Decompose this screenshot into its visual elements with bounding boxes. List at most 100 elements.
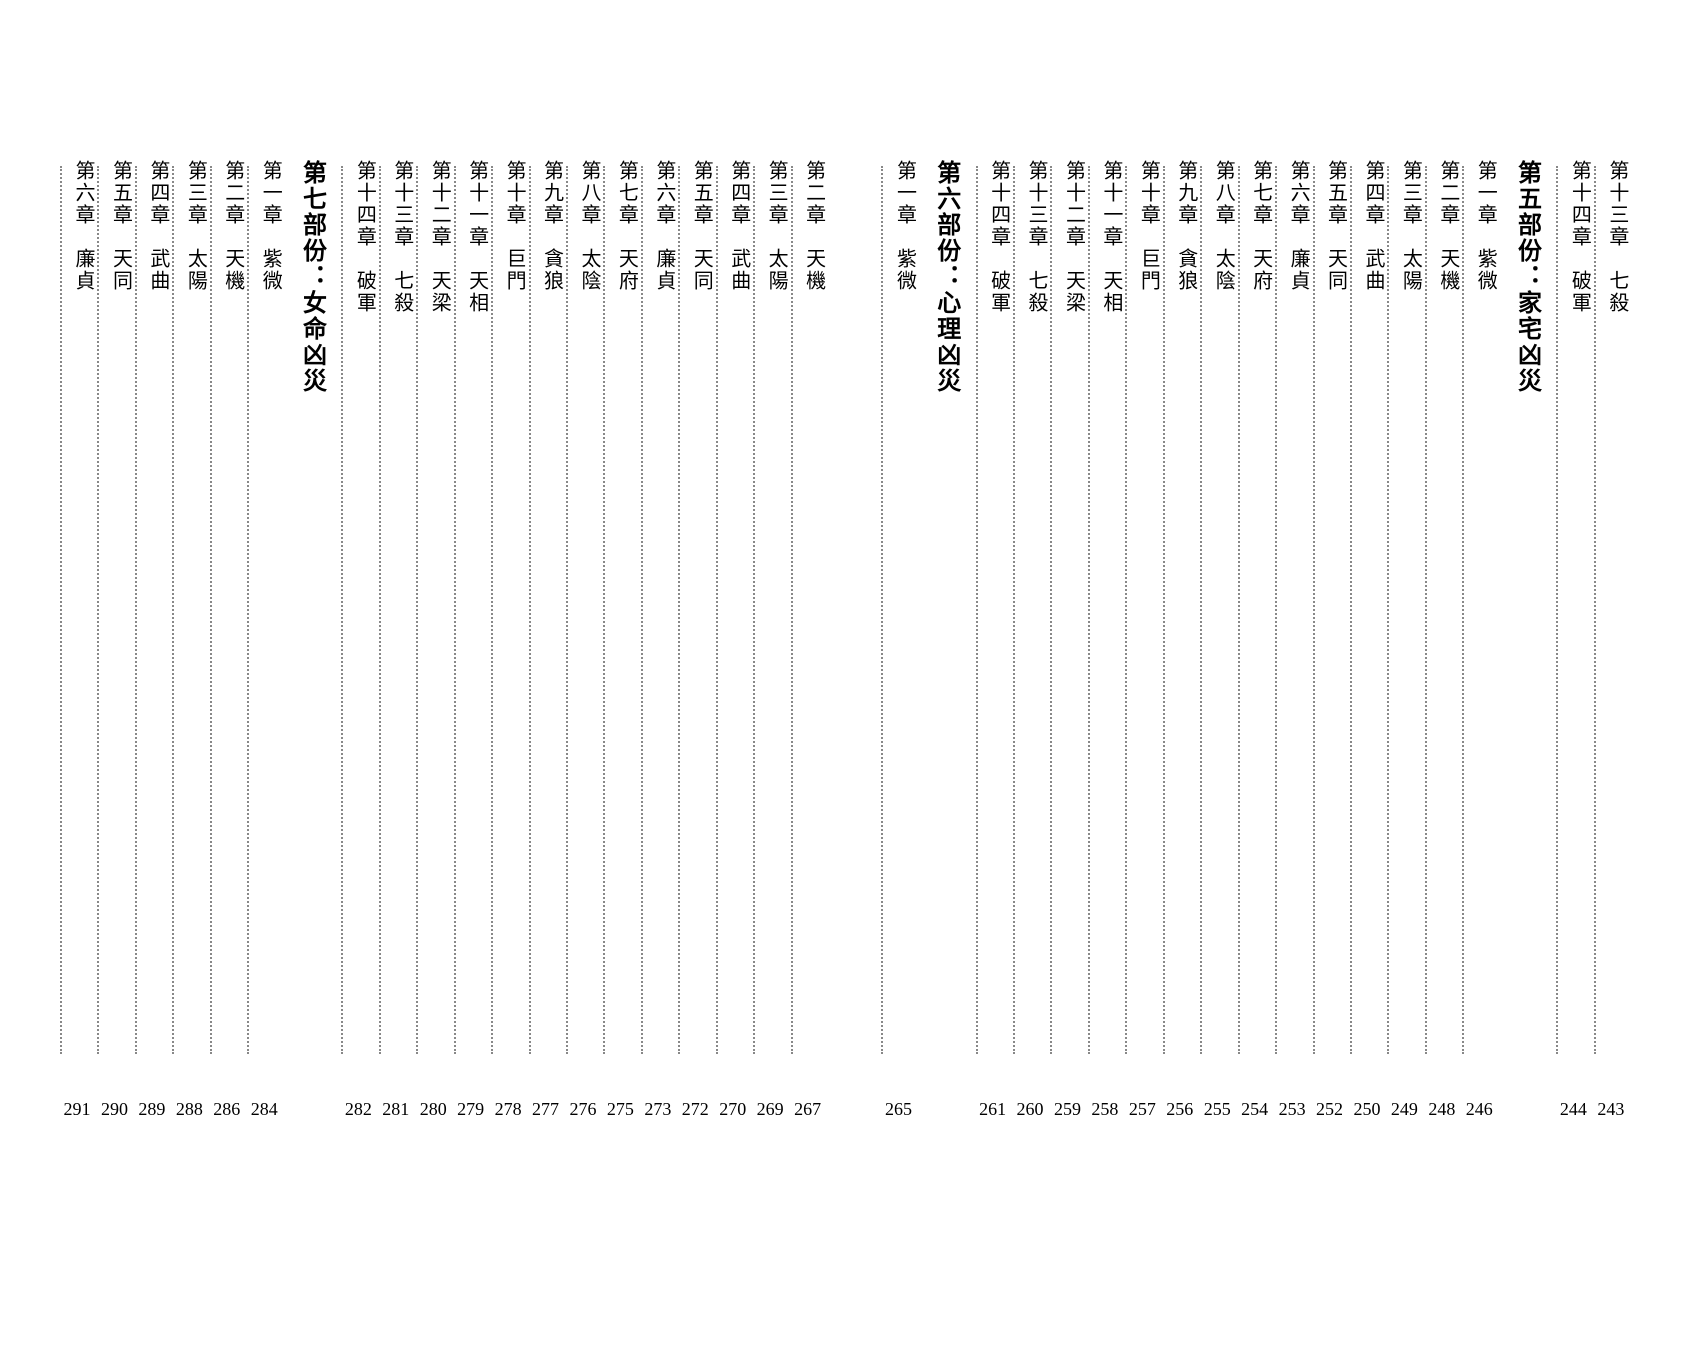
page-number: 275 — [607, 1100, 634, 1120]
gap — [1500, 160, 1510, 1293]
chapter-label: 第十三章 — [391, 160, 413, 248]
leader-dots — [1594, 166, 1596, 1054]
leader-dots — [1275, 166, 1277, 1054]
entry-text: 第十三章 七殺 — [1025, 160, 1047, 1060]
chapter-label: 第六章 — [1287, 160, 1309, 226]
entry: 第四章 武曲270 — [716, 160, 750, 1060]
leader-dots — [566, 166, 568, 1054]
chapter-label: 第四章 — [728, 160, 750, 226]
chapter-entry: 第四章 武曲250 — [1350, 160, 1384, 1060]
entry: 第五部份：家宅凶災 — [1513, 160, 1539, 1060]
leader-dots — [60, 166, 62, 1054]
leader-dots — [379, 166, 381, 1054]
leader-dots — [1050, 166, 1052, 1054]
entry-text: 第六部份：心理凶災 — [932, 160, 958, 1060]
entry: 第七章 天府275 — [603, 160, 637, 1060]
entry: 第五章 天同290 — [97, 160, 131, 1060]
chapter-name: 巨門 — [1137, 248, 1159, 292]
chapter-label: 第二章 — [803, 160, 825, 226]
entry: 第六部份：心理凶災 — [932, 160, 958, 1060]
chapter-entry: 第二章 天機248 — [1425, 160, 1459, 1060]
chapter-label: 第十四章 — [1568, 160, 1590, 248]
entry: 第六章 廉貞253 — [1275, 160, 1309, 1060]
chapter-label: 第六章 — [653, 160, 675, 226]
section-title: 第六部份：心理凶災 — [932, 160, 958, 1060]
leader-dots — [341, 166, 343, 1054]
chapter-entry: 第三章 太陽269 — [753, 160, 787, 1060]
chapter-label: 第三章 — [1399, 160, 1421, 226]
entry-text: 第六章 廉貞 — [1287, 160, 1309, 1060]
chapter-label: 第十一章 — [466, 160, 488, 248]
chapter-label: 第十二章 — [428, 160, 450, 248]
entry-text: 第十一章 天相 — [466, 160, 488, 1060]
chapter-name: 七殺 — [1025, 270, 1047, 314]
chapter-entry: 第六章 廉貞253 — [1275, 160, 1309, 1060]
entry: 第三章 太陽288 — [172, 160, 206, 1060]
chapter-name: 天梁 — [1062, 270, 1084, 314]
entry: 第十二章 天梁259 — [1050, 160, 1084, 1060]
page-number: 259 — [1054, 1100, 1081, 1120]
leader-dots — [1556, 166, 1558, 1054]
entry-text: 第十章 巨門 — [503, 160, 525, 1060]
chapter-name: 太陰 — [578, 248, 600, 292]
entry-text: 第八章 太陰 — [578, 160, 600, 1060]
entry: 第十章 巨門278 — [491, 160, 525, 1060]
chapter-name: 破軍 — [988, 270, 1010, 314]
chapter-entry: 第十四章 破軍261 — [976, 160, 1010, 1060]
entry: 第十章 巨門257 — [1125, 160, 1159, 1060]
leader-dots — [603, 166, 605, 1054]
chapter-name: 七殺 — [391, 270, 413, 314]
chapter-name: 天相 — [1100, 270, 1122, 314]
chapter-name: 武曲 — [147, 248, 169, 292]
entry-text: 第十四章 破軍 — [353, 160, 375, 1060]
entry-text: 第二章 天機 — [222, 160, 244, 1060]
entry-text: 第十一章 天相 — [1100, 160, 1122, 1060]
entry: 第七章 天府254 — [1238, 160, 1272, 1060]
page-number: 282 — [345, 1100, 372, 1120]
chapter-entry: 第三章 太陽288 — [172, 160, 206, 1060]
chapter-name: 七殺 — [1606, 270, 1628, 314]
entry: 第三章 太陽269 — [753, 160, 787, 1060]
chapter-name: 破軍 — [353, 270, 375, 314]
chapter-label: 第十二章 — [1062, 160, 1084, 248]
chapter-entry: 第七章 天府254 — [1238, 160, 1272, 1060]
leader-dots — [97, 166, 99, 1054]
page-number: 255 — [1204, 1100, 1231, 1120]
chapter-name: 天同 — [690, 248, 712, 292]
entry-text: 第十四章 破軍 — [1568, 160, 1590, 1060]
chapter-entry: 第四章 武曲270 — [716, 160, 750, 1060]
chapter-name: 天同 — [1325, 248, 1347, 292]
chapter-name: 天梁 — [428, 270, 450, 314]
entry: 第十三章 七殺260 — [1013, 160, 1047, 1060]
chapter-entry: 第十章 巨門278 — [491, 160, 525, 1060]
chapter-label: 第五章 — [1325, 160, 1347, 226]
chapter-entry: 第十三章 七殺281 — [379, 160, 413, 1060]
leader-dots — [454, 166, 456, 1054]
entry-text: 第三章 太陽 — [1399, 160, 1421, 1060]
chapter-label: 第二章 — [1437, 160, 1459, 226]
entry-text: 第二章 天機 — [803, 160, 825, 1060]
chapter-entry: 第一章 紫微265 — [881, 160, 915, 1060]
chapter-label: 第七章 — [1250, 160, 1272, 226]
leader-dots — [1425, 166, 1427, 1054]
entry-text: 第十三章 七殺 — [391, 160, 413, 1060]
page-number: 265 — [885, 1100, 912, 1120]
leader-dots — [1088, 166, 1090, 1054]
entry-text: 第十四章 破軍 — [988, 160, 1010, 1060]
chapter-name: 天機 — [222, 248, 244, 292]
page-number: 291 — [64, 1100, 91, 1120]
chapter-label: 第二章 — [222, 160, 244, 226]
entry-text: 第一章 紫微 — [1474, 160, 1496, 1060]
chapter-label: 第一章 — [1474, 160, 1496, 226]
chapter-name: 紫微 — [259, 248, 281, 292]
page-number: 277 — [532, 1100, 559, 1120]
chapter-name: 巨門 — [503, 248, 525, 292]
chapter-entry: 第六章 廉貞273 — [641, 160, 675, 1060]
chapter-name: 第六部份：心理凶災 — [932, 160, 958, 394]
entry-text: 第四章 武曲 — [147, 160, 169, 1060]
chapter-entry: 第六章 廉貞291 — [60, 160, 94, 1060]
chapter-label: 第一章 — [893, 160, 915, 226]
leader-dots — [881, 166, 883, 1054]
entry-text: 第六章 廉貞 — [653, 160, 675, 1060]
gap — [328, 160, 338, 1293]
